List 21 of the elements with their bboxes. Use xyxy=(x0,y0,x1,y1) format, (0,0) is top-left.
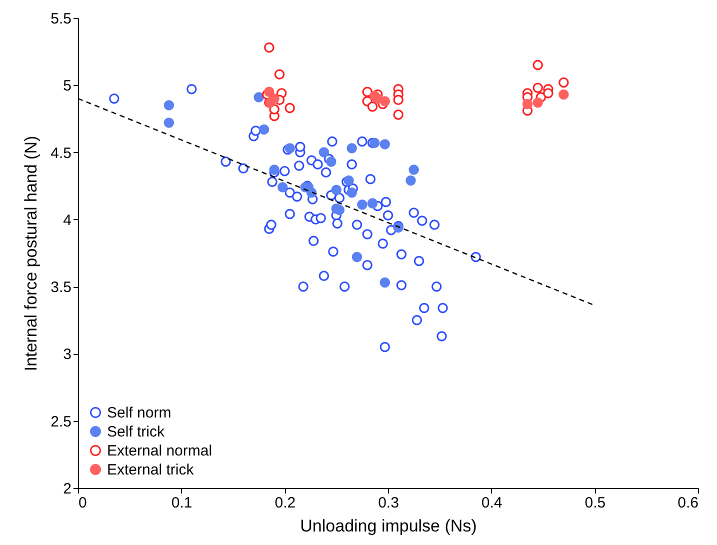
x-tick-label: 0.2 xyxy=(274,494,296,512)
x-tick-label: 0.1 xyxy=(171,494,192,512)
y-tick-label: 2.5 xyxy=(50,413,72,430)
x-axis-title: Unloading impulse (Ns) xyxy=(300,516,477,536)
x-tick-label: 0.3 xyxy=(378,494,399,512)
x-tick-label: 0 xyxy=(78,494,87,512)
y-axis-title: Internal force postural hand (N) xyxy=(22,136,41,372)
legend-label: External normal xyxy=(107,442,212,460)
legend-label: Self norm xyxy=(107,404,172,422)
y-tick-label: 3.5 xyxy=(50,279,72,296)
x-tick-label: 0.6 xyxy=(678,494,698,512)
y-tick-label: 5 xyxy=(63,78,72,95)
legend-label: Self trick xyxy=(107,424,166,440)
y-tick-label: 3 xyxy=(63,346,72,364)
y-tick-label: 5.5 xyxy=(50,10,72,28)
x-tick-label: 0.5 xyxy=(584,494,606,512)
x-tick-label: 0.4 xyxy=(481,494,502,512)
y-tick-label: 4.5 xyxy=(50,144,72,162)
legend-label: External trick xyxy=(107,462,194,478)
y-tick-label: 4 xyxy=(63,212,72,229)
y-tick-label: 2 xyxy=(63,480,72,498)
